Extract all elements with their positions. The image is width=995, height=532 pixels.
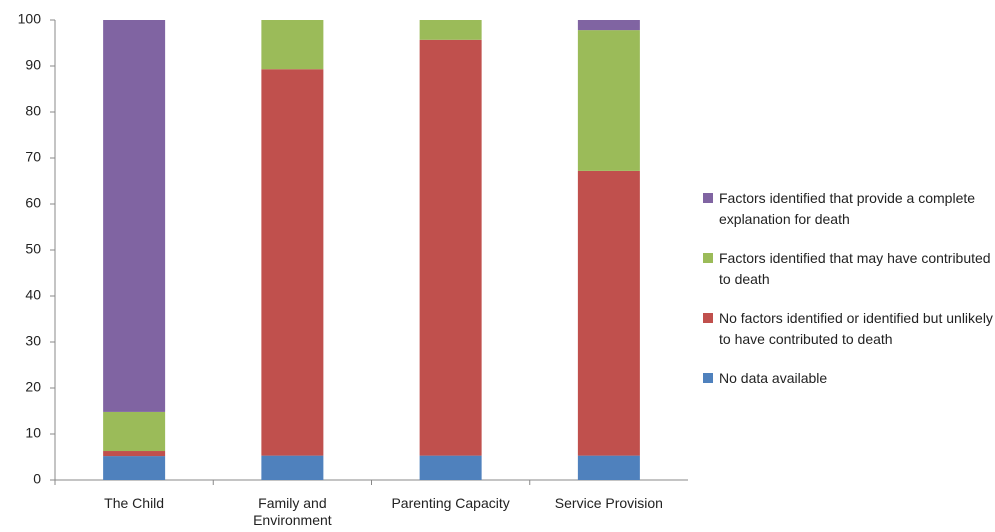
bar-segment — [419, 39, 482, 456]
legend-item: Factors identified that provide a comple… — [703, 188, 993, 230]
y-tick-label: 30 — [25, 333, 41, 349]
x-tick-label: Service Provision — [554, 495, 663, 511]
bar-segment — [261, 20, 324, 70]
y-tick-label: 60 — [25, 195, 41, 211]
y-tick-label: 40 — [25, 287, 41, 303]
bar-segment — [577, 20, 640, 31]
bar-segment — [419, 455, 482, 480]
bar-segment — [103, 20, 166, 412]
y-tick-label: 90 — [25, 57, 41, 73]
x-tick-label: Family and Environment — [253, 495, 332, 528]
bar-segment — [577, 170, 640, 456]
bar-segment — [103, 451, 166, 457]
bar-segment — [103, 411, 166, 452]
legend-label: No factors identified or identified but … — [719, 310, 993, 347]
bar-segment — [577, 30, 640, 171]
legend-swatch — [703, 193, 713, 203]
legend-swatch — [703, 313, 713, 323]
legend-label: No data available — [719, 370, 828, 386]
y-tick-label: 0 — [33, 471, 41, 487]
legend-label: Factors identified that may have contrib… — [719, 250, 991, 287]
legend-label: Factors identified that provide a comple… — [719, 190, 976, 227]
bar-segment — [261, 455, 324, 480]
y-tick-label: 20 — [25, 379, 41, 395]
y-tick-label: 70 — [25, 149, 41, 165]
y-tick-label: 10 — [25, 425, 41, 441]
bar-segment — [103, 456, 166, 480]
y-tick-label: 50 — [25, 241, 41, 257]
y-tick-label: 80 — [25, 103, 41, 119]
bar-segment — [261, 69, 324, 456]
bar-segment — [577, 455, 640, 480]
legend-item: Factors identified that may have contrib… — [703, 248, 993, 290]
legend-swatch — [703, 253, 713, 263]
legend-swatch — [703, 373, 713, 383]
bar-segment — [419, 20, 482, 40]
x-tick-label: The Child — [104, 495, 165, 511]
y-tick-label: 100 — [18, 11, 42, 27]
legend-item: No factors identified or identified but … — [703, 308, 993, 350]
legend-item: No data available — [703, 368, 993, 389]
legend: Factors identified that provide a comple… — [703, 188, 993, 389]
x-tick-label: Parenting Capacity — [391, 495, 510, 511]
